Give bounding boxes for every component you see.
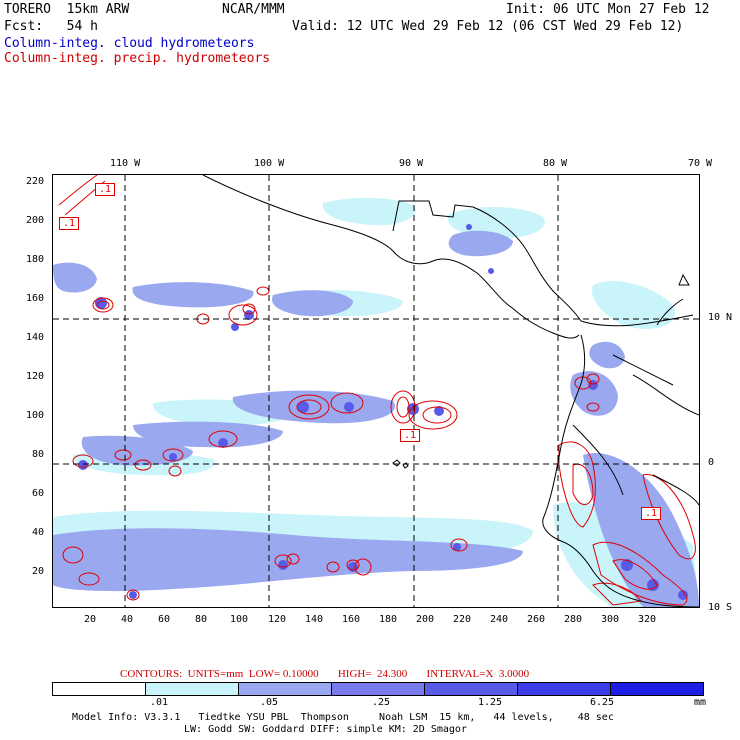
- lat-label-0: 0: [708, 457, 715, 468]
- x-tick-80: 80: [195, 614, 208, 625]
- contour-label: .1: [641, 507, 662, 520]
- contour-label: .1: [95, 183, 116, 196]
- legend-label: .01: [150, 697, 169, 708]
- x-tick-120: 120: [268, 614, 287, 625]
- y-tick-180: 180: [26, 254, 45, 265]
- init-time: Init: 06 UTC Mon 27 Feb 12: [506, 2, 710, 17]
- lat-label-10s: 10 S: [708, 602, 733, 613]
- legend-swatch: [518, 683, 611, 695]
- organization-label: NCAR/MMM: [222, 2, 285, 17]
- legend-swatch: [53, 683, 146, 695]
- lon-label-110w: 110 W: [110, 158, 141, 169]
- y-tick-160: 160: [26, 293, 45, 304]
- y-tick-220: 220: [26, 176, 45, 187]
- lon-label-70w: 70 W: [688, 158, 713, 169]
- latlon-grid: [53, 175, 699, 607]
- lon-label-90w: 90 W: [399, 158, 424, 169]
- map-canvas: [53, 175, 699, 607]
- legend-label: .05: [260, 697, 279, 708]
- lon-label-80w: 80 W: [543, 158, 568, 169]
- x-tick-260: 260: [527, 614, 546, 625]
- color-legend: [52, 682, 704, 696]
- contour-label: .1: [400, 429, 421, 442]
- x-tick-320: 320: [638, 614, 657, 625]
- y-tick-80: 80: [32, 449, 45, 460]
- y-tick-200: 200: [26, 215, 45, 226]
- x-tick-140: 140: [305, 614, 324, 625]
- valid-time: Valid: 12 UTC Wed 29 Feb 12 (06 CST Wed …: [292, 19, 684, 34]
- x-tick-220: 220: [453, 614, 472, 625]
- model-info-line2: LW: Godd SW: Goddard DIFF: simple KM: 2D…: [184, 724, 467, 735]
- legend-swatch: [611, 683, 703, 695]
- forecast-map[interactable]: .1 .1 .1 .1: [52, 174, 700, 608]
- x-tick-60: 60: [158, 614, 171, 625]
- legend-label: .25: [372, 697, 391, 708]
- x-tick-240: 240: [490, 614, 509, 625]
- y-tick-40: 40: [32, 527, 45, 538]
- x-tick-100: 100: [230, 614, 249, 625]
- y-tick-120: 120: [26, 371, 45, 382]
- y-tick-20: 20: [32, 566, 45, 577]
- legend-label: 1.25: [478, 697, 503, 708]
- legend-swatch: [425, 683, 518, 695]
- x-tick-280: 280: [564, 614, 583, 625]
- x-tick-40: 40: [121, 614, 134, 625]
- y-tick-60: 60: [32, 488, 45, 499]
- legend-swatch: [332, 683, 425, 695]
- y-tick-100: 100: [26, 410, 45, 421]
- cloud-field-mid: [53, 230, 699, 607]
- x-tick-300: 300: [601, 614, 620, 625]
- coastlines: [202, 175, 699, 607]
- model-info-line1: Model Info: V3.3.1 Tiedtke YSU PBL Thomp…: [72, 712, 614, 723]
- y-tick-140: 140: [26, 332, 45, 343]
- lon-label-100w: 100 W: [254, 158, 285, 169]
- legend-swatch: [239, 683, 332, 695]
- field-label-cloud: Column-integ. cloud hydrometeors: [4, 36, 255, 51]
- contour-label: .1: [59, 217, 80, 230]
- contour-caption: CONTOURS: UNITS=mm LOW= 0.10000 HIGH= 24…: [120, 668, 530, 680]
- field-label-precip: Column-integ. precip. hydrometeors: [4, 51, 271, 66]
- legend-label: 6.25: [590, 697, 615, 708]
- x-tick-20: 20: [84, 614, 97, 625]
- x-tick-180: 180: [379, 614, 398, 625]
- x-tick-200: 200: [416, 614, 435, 625]
- forecast-hour: Fcst: 54 h: [4, 19, 98, 34]
- legend-unit: mm: [694, 697, 707, 708]
- model-title: TORERO 15km ARW: [4, 2, 130, 17]
- x-tick-160: 160: [342, 614, 361, 625]
- legend-swatch: [146, 683, 239, 695]
- lat-label-10n: 10 N: [708, 312, 733, 323]
